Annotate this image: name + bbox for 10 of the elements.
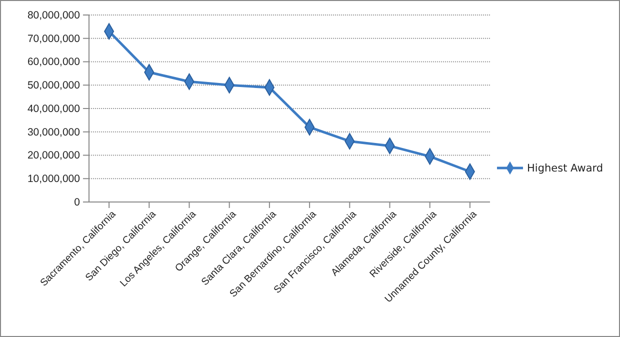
y-tick-label: 60,000,000 [27, 56, 80, 68]
y-tick-label: 70,000,000 [27, 32, 80, 45]
y-tick-label: 10,000,000 [27, 172, 80, 185]
y-tick-label: 40,000,000 [27, 102, 80, 115]
y-tick-label: 20,000,000 [27, 150, 80, 162]
legend-label: Highest Award [527, 162, 604, 175]
y-tick-label: 30,000,000 [27, 126, 80, 138]
y-tick-label: 0 [74, 196, 80, 208]
y-tick-label: 80,000,000 [27, 9, 80, 22]
y-tick-label: 50,000,000 [27, 79, 80, 92]
